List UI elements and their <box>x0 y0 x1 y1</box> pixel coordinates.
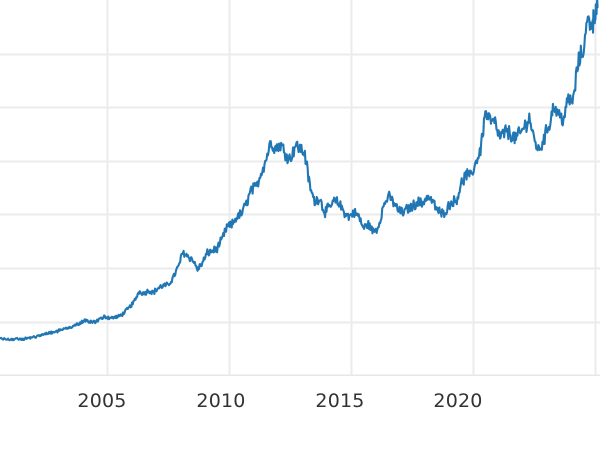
x-tick-label-2005: 2005 <box>77 390 127 412</box>
plot-area <box>0 0 600 376</box>
line-chart-canvas <box>0 0 600 376</box>
series-line-price <box>0 0 599 342</box>
vertical-gridlines <box>106 0 597 375</box>
x-axis-tick-labels: 2005 2010 2015 2020 <box>0 376 600 450</box>
x-tick-label-2010: 2010 <box>196 390 246 412</box>
x-tick-label-2015: 2015 <box>315 390 365 412</box>
horizontal-gridlines <box>0 53 600 324</box>
x-tick-label-2020: 2020 <box>433 390 483 412</box>
